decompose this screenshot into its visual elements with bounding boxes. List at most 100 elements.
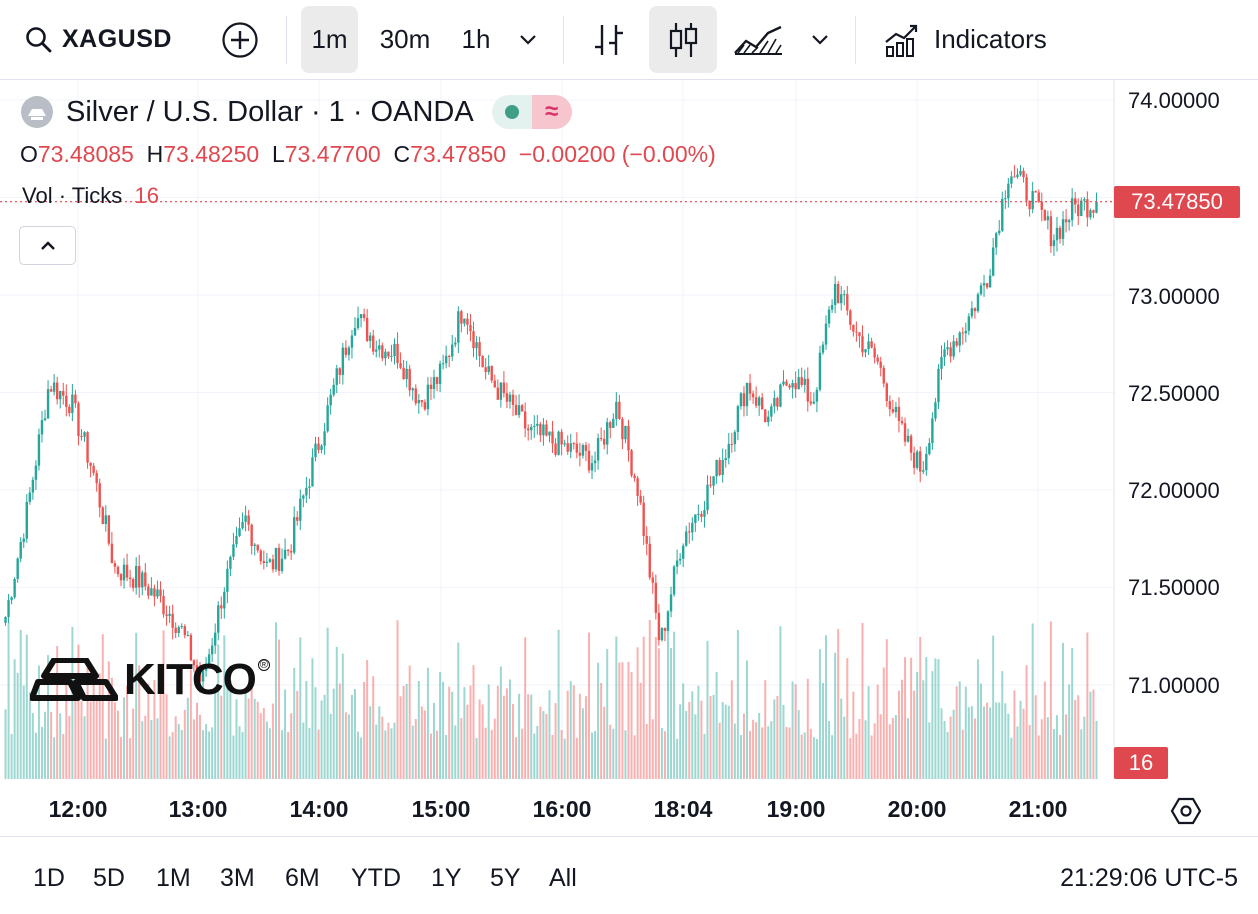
interval-dropdown[interactable] (510, 6, 546, 73)
volume-bar (515, 737, 518, 779)
candle-body (800, 377, 803, 385)
volume-bar (426, 667, 429, 779)
volume-bar (10, 734, 13, 779)
volume-bar (159, 690, 162, 779)
volume-bar (1049, 621, 1052, 779)
volume-bar (98, 673, 101, 779)
volume-bar (849, 738, 852, 779)
candle-body (420, 399, 424, 403)
volume-bar (40, 726, 43, 779)
range-6m[interactable]: 6M (285, 864, 320, 892)
candle-body (1058, 227, 1062, 239)
volume-bar (925, 657, 928, 779)
candle-body (542, 424, 545, 436)
candle-body (855, 331, 858, 333)
volume-bar (214, 686, 217, 779)
volume-bar (1092, 689, 1095, 779)
volume-bar (74, 691, 77, 779)
volume-bar (92, 682, 95, 779)
volume-bar (302, 722, 305, 779)
volume-bar (22, 685, 25, 779)
candle-body (527, 428, 530, 431)
volume-bar (56, 646, 59, 779)
legend-title: Silver / U.S. Dollar · 1 · OANDA (66, 95, 474, 128)
volume-bar (578, 693, 581, 779)
clock[interactable]: 21:29:06 UTC-5 (1060, 864, 1238, 892)
volume-bar (730, 680, 733, 779)
volume-bar (615, 636, 618, 779)
volume-bar (16, 672, 19, 779)
volume-bar (1007, 713, 1010, 779)
candle-body (192, 660, 196, 666)
candle-body (885, 383, 888, 402)
candle-body (639, 495, 642, 503)
chevron-down-icon (520, 34, 536, 45)
candle-body (226, 568, 229, 592)
candle-body (864, 349, 867, 353)
candle-body (833, 284, 837, 306)
volume-bar (281, 730, 284, 779)
candle-body (186, 634, 190, 636)
interval-30m[interactable]: 30m (379, 24, 431, 54)
silver-symbol-icon (21, 96, 53, 128)
range-1m[interactable]: 1M (156, 864, 191, 892)
candle-body (217, 605, 220, 633)
range-5y[interactable]: 5Y (490, 864, 521, 892)
volume-bar (584, 696, 587, 779)
bar-chart-type-button[interactable] (580, 6, 638, 73)
volume-bar (1086, 632, 1089, 779)
time-tick: 15:00 (411, 796, 471, 822)
volume-bar (885, 639, 888, 779)
candle-body (25, 501, 28, 539)
compare-button[interactable] (216, 6, 264, 73)
time-tick: 20:00 (887, 796, 947, 822)
market-status-badge[interactable]: ≈ (491, 95, 572, 129)
symbol-search[interactable]: XAGUSD (18, 6, 188, 73)
range-all[interactable]: All (549, 864, 577, 892)
interval-1h[interactable]: 1h (461, 24, 491, 54)
volume-bar (727, 705, 730, 779)
volume-bar (217, 644, 220, 779)
settings-gear-icon[interactable] (1170, 796, 1202, 826)
candle-body (444, 355, 448, 364)
time-axis[interactable]: 12:00 13:00 14:00 15:00 16:00 18:04 19:0… (0, 780, 1258, 837)
area-chart-icon (734, 25, 782, 55)
volume-bar (1019, 700, 1022, 779)
volume-bar (284, 689, 287, 779)
candle-body (387, 351, 390, 357)
volume-bar (809, 728, 812, 779)
interval-1m[interactable]: 1m (301, 6, 358, 73)
range-ytd[interactable]: YTD (351, 864, 401, 892)
candle-body (353, 328, 357, 336)
volume-bar (95, 700, 98, 779)
volume-bar (806, 678, 809, 779)
range-1y[interactable]: 1Y (431, 864, 462, 892)
volume-bar (1055, 715, 1058, 779)
kitco-logo: KITCO ® (30, 655, 270, 705)
price-chart[interactable] (0, 80, 1258, 780)
volume-bar (976, 659, 979, 779)
candle-body (681, 545, 685, 559)
collapse-legend-button[interactable] (19, 226, 76, 265)
volume-bar (165, 694, 168, 779)
candle-body (457, 311, 460, 343)
volume-bar (633, 735, 636, 779)
volume-bar (803, 732, 806, 779)
indicators-button[interactable]: Indicators (876, 6, 1076, 73)
candle-body (311, 457, 314, 487)
candles-chart-type-button[interactable] (649, 6, 717, 73)
volume-bar (299, 637, 302, 779)
area-chart-type-button[interactable] (728, 6, 788, 73)
range-5d[interactable]: 5D (93, 864, 125, 892)
candle-body (4, 617, 7, 623)
range-3m[interactable]: 3M (220, 864, 255, 892)
candle-body (998, 230, 1001, 234)
volume-bar (712, 694, 715, 779)
candle-body (745, 382, 749, 407)
range-1d[interactable]: 1D (33, 864, 65, 892)
candle-body (970, 308, 974, 317)
chart-type-dropdown[interactable] (802, 6, 838, 73)
candle-body (89, 462, 92, 466)
volume-bar (253, 698, 256, 779)
volume-bar (493, 718, 496, 779)
